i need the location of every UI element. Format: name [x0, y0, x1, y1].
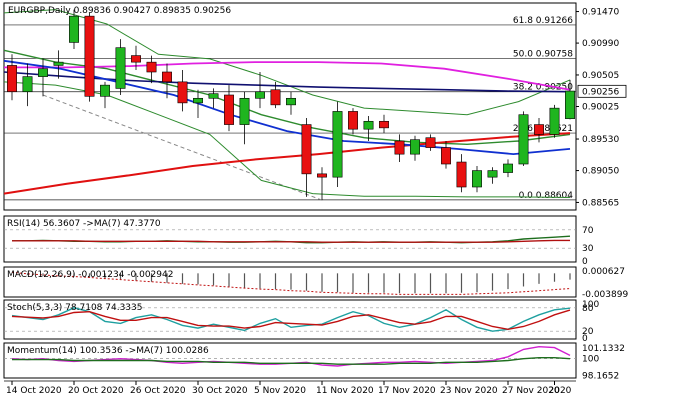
momentum-panel-frame	[3, 342, 577, 379]
bearish-candle	[456, 161, 467, 188]
price-tick-label: 0.89530	[582, 135, 619, 145]
stoch-panel-frame	[3, 299, 577, 340]
x-axis-label: 17 Nov 2020	[378, 386, 436, 396]
rsi-tick-label: 30	[582, 244, 594, 254]
bullish-candle	[239, 97, 250, 125]
x-axis-label: 5 Nov 2020	[254, 386, 306, 396]
rsi-panel-frame	[3, 215, 577, 263]
bearish-candle	[379, 120, 389, 129]
x-axis-label: 11 Nov 2020	[316, 386, 374, 396]
fib-level-label: 0.0 0.88604	[519, 191, 574, 201]
bearish-candle	[301, 124, 312, 175]
bullish-candle	[208, 93, 219, 99]
bearish-candle	[348, 111, 358, 130]
bullish-candle	[100, 84, 110, 97]
bearish-candle	[534, 124, 544, 135]
x-axis-label: 23 Nov 2020	[440, 386, 498, 396]
stoch-series-line	[11, 307, 571, 332]
bullish-candle	[286, 97, 296, 106]
chart-header: EURGBP,Daily 0.89836 0.90427 0.89835 0.9…	[8, 6, 231, 16]
bearish-candle	[84, 15, 95, 97]
bullish-candle	[69, 15, 79, 43]
macd-tick-label: 0.000627	[582, 267, 625, 277]
momentum-tick-label: 98.1652	[582, 372, 619, 382]
bullish-candle	[503, 163, 513, 173]
price-tick-label: 0.90025	[582, 103, 619, 113]
bullish-candle	[487, 170, 498, 178]
momentum-tick-label: 100	[582, 355, 599, 365]
bullish-candle	[410, 139, 420, 155]
bearish-candle	[425, 137, 436, 148]
magenta-moving-average	[4, 61, 571, 91]
bearish-candle	[146, 61, 157, 73]
macd-panel-title: MACD(12,26,9) -0.001234 -0.002942	[7, 270, 173, 280]
bearish-candle	[224, 94, 234, 125]
bullish-candle	[22, 76, 33, 93]
trend-line	[42, 94, 323, 201]
x-axis-label: 30 Oct 2020	[192, 386, 248, 396]
price-tick-label: 0.90990	[582, 39, 619, 49]
red-moving-average	[3, 132, 571, 195]
bullish-candle	[549, 107, 560, 135]
price-tick-label: 0.91470	[582, 8, 619, 18]
stoch-tick-label: 100	[582, 300, 599, 310]
stoch-series-line	[11, 309, 571, 331]
stoch-panel-title: Stoch(5,3,3) 78.7108 74.3335	[7, 303, 142, 313]
bearish-candle	[270, 89, 281, 106]
momentum-series-line	[12, 357, 571, 365]
stoch-tick-label: 0	[582, 334, 588, 344]
bearish-candle	[131, 55, 141, 63]
x-axis-label: 20 Oct 2020	[68, 386, 124, 396]
bullish-candle	[472, 170, 482, 188]
price-tick-label: 0.89050	[582, 167, 619, 177]
bearish-candle	[162, 71, 172, 83]
bearish-candle	[394, 140, 405, 155]
fib-level-label: 50.0 0.90758	[513, 49, 573, 59]
bearish-candle	[441, 147, 451, 165]
momentum-panel-title: Momentum(14) 100.3536 ->MA(7) 100.0286	[7, 346, 209, 356]
current-price-box	[577, 84, 627, 98]
bullish-candle	[332, 111, 343, 178]
bearish-candle	[7, 65, 17, 93]
bullish-candle	[115, 47, 126, 89]
bullish-candle	[565, 90, 575, 119]
bullish-candle	[255, 91, 265, 99]
bollinger-upper-band	[3, 9, 571, 116]
x-axis-label: 14 Oct 2020	[6, 386, 62, 396]
bullish-candle	[518, 114, 529, 165]
rsi-tick-label: 70	[582, 226, 594, 236]
price-tick-label: 0.90505	[582, 71, 619, 81]
momentum-tick-label: 101.1332	[582, 344, 625, 354]
bullish-candle	[193, 97, 203, 104]
x-axis-label: 27 Nov 2020	[502, 386, 560, 396]
macd-signal-line	[11, 271, 571, 295]
stoch-tick-label: 20	[582, 327, 594, 337]
bearish-candle	[317, 173, 327, 178]
blue-moving-average	[3, 59, 571, 156]
x-axis-label: 2020	[549, 386, 572, 396]
macd-tick-label: -0.003899	[582, 290, 628, 300]
rsi-tick-label: 0	[582, 257, 588, 267]
fib-level-label: 61.8 0.91266	[513, 16, 573, 26]
fib-level-label: 38.2 0.90250	[513, 83, 573, 93]
macd-panel-frame	[3, 266, 577, 298]
rsi-panel-title: RSI(14) 56.3607 ->MA(7) 47.3770	[7, 219, 161, 229]
x-axis-label: 26 Oct 2020	[130, 386, 186, 396]
bollinger-lower-band	[3, 81, 571, 198]
rsi-series-line	[12, 239, 570, 243]
stoch-tick-label: 80	[582, 304, 594, 314]
price-tick-label: 0.88565	[582, 198, 619, 208]
bearish-candle	[177, 81, 188, 104]
navy-moving-average	[3, 71, 571, 93]
current-price-label: 0.90256	[582, 87, 619, 97]
bullish-candle	[38, 68, 48, 77]
bullish-candle	[363, 120, 374, 130]
bullish-candle	[53, 61, 64, 66]
